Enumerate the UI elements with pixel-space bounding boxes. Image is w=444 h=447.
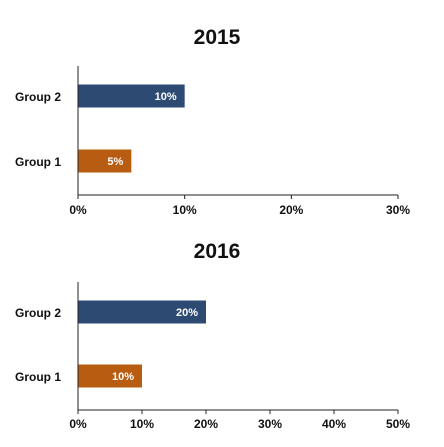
- x-tick-label: 0%: [69, 417, 87, 431]
- bar-group-2: [78, 300, 206, 324]
- chart-title: 2015: [194, 26, 241, 49]
- category-label-group-2: Group 2: [15, 90, 61, 104]
- x-tick-label: 10%: [173, 203, 197, 217]
- chart-title: 2016: [194, 240, 241, 263]
- bar-group-2: [78, 84, 185, 108]
- category-label-group-2: Group 2: [15, 306, 61, 320]
- data-label-group-1: 10%: [112, 371, 134, 383]
- data-label-group-2: 10%: [155, 91, 177, 103]
- data-label-group-2: 20%: [176, 307, 198, 319]
- x-tick-label: 20%: [279, 203, 303, 217]
- chart-2015: 2015 Group 2 10% Group 1 5% 0% 10% 20% 30%: [15, 26, 410, 217]
- data-label-group-1: 5%: [107, 156, 123, 168]
- chart-2016: 2016 Group 2 20% Group 1 10% 0% 10% 20% 30% 40%…: [15, 240, 410, 431]
- x-tick-label: 20%: [194, 417, 218, 431]
- x-tick-label: 30%: [258, 417, 282, 431]
- x-tick-label: 50%: [386, 417, 410, 431]
- bar-group-1: [78, 149, 132, 173]
- x-tick-label: 0%: [69, 203, 87, 217]
- x-tick-label: 10%: [130, 417, 154, 431]
- bar-group-1: [78, 364, 142, 388]
- category-label-group-1: Group 1: [15, 370, 61, 384]
- category-label-group-1: Group 1: [15, 155, 61, 169]
- x-tick-label: 30%: [386, 203, 410, 217]
- x-tick-label: 40%: [322, 417, 346, 431]
